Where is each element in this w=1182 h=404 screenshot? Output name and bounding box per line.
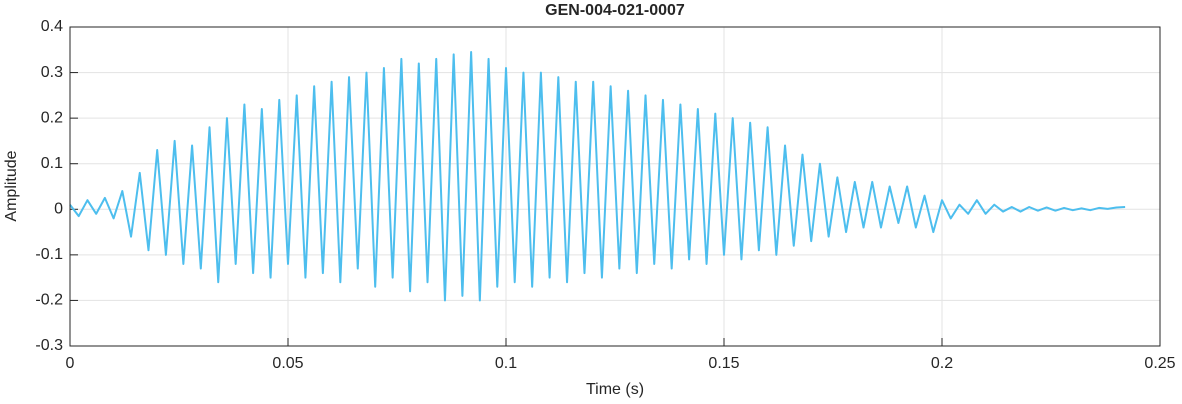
y-axis-label: Amplitude xyxy=(3,150,20,221)
x-tick-label: 0.25 xyxy=(1144,355,1175,372)
x-tick-label: 0.15 xyxy=(708,355,739,372)
y-tick-label: 0.1 xyxy=(41,155,63,172)
y-tick-label: -0.1 xyxy=(35,246,63,263)
y-tick-label: 0 xyxy=(54,201,63,218)
chart-title: GEN-004-021-0007 xyxy=(545,2,685,19)
x-tick-label: 0 xyxy=(66,355,75,372)
x-axis-label: Time (s) xyxy=(586,381,644,398)
x-tick-label: 0.1 xyxy=(495,355,517,372)
waveform xyxy=(69,51,1126,302)
y-tick-label: 0.3 xyxy=(41,64,63,81)
y-tick-label: 0.4 xyxy=(41,18,63,35)
x-tick-label: 0.2 xyxy=(931,355,953,372)
x-tick-label: 0.05 xyxy=(272,355,303,372)
y-tick-label: 0.2 xyxy=(41,109,63,126)
y-tick-label: -0.3 xyxy=(35,337,63,354)
plot-frame xyxy=(69,26,1161,347)
y-tick-label: -0.2 xyxy=(35,292,63,309)
